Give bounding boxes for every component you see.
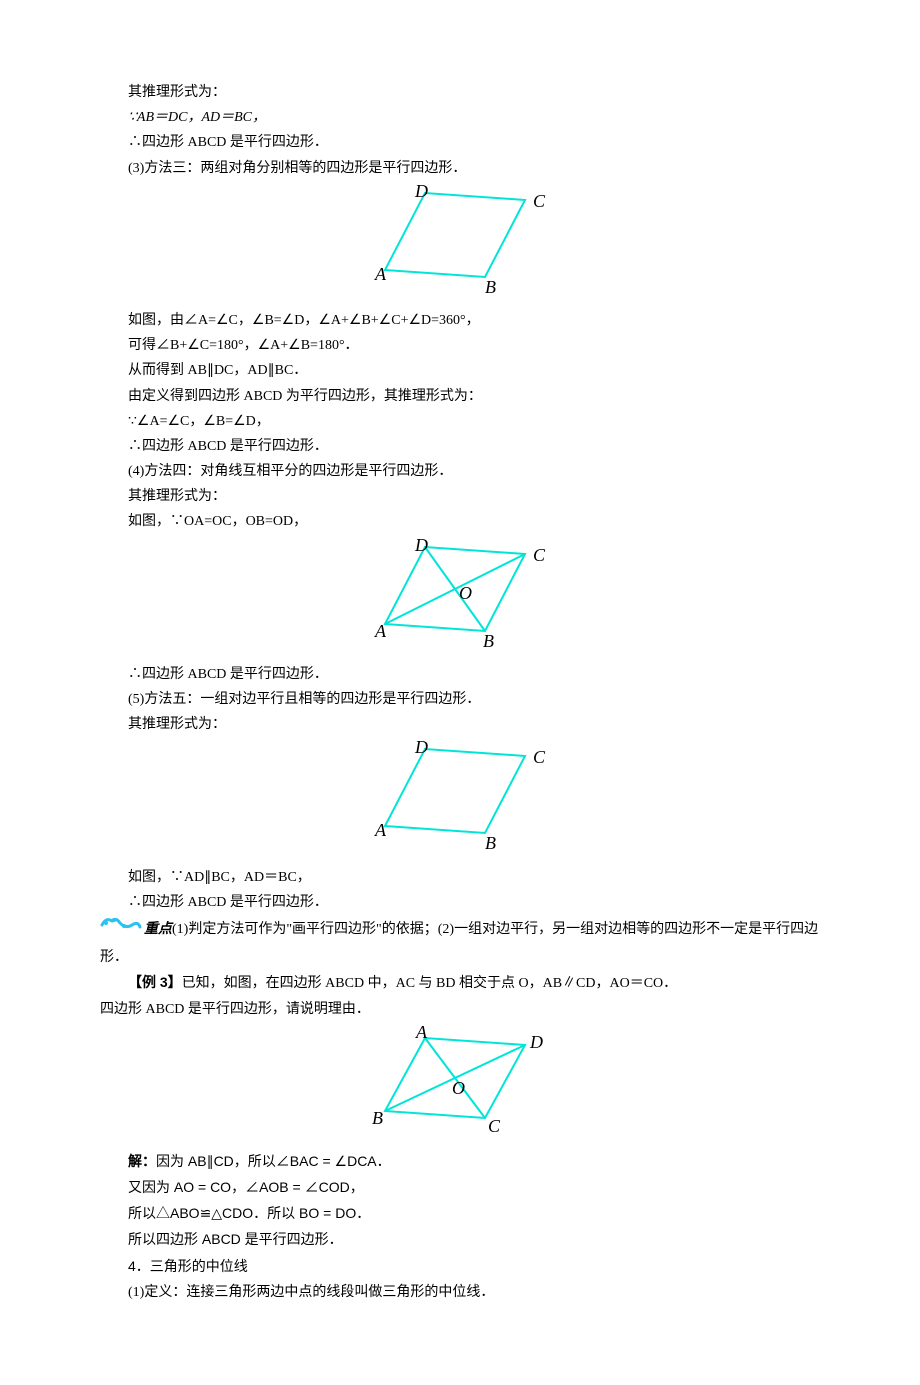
text: 从而得到 AB∥DC，AD∥BC．	[128, 363, 307, 378]
svg-text:D: D	[414, 741, 428, 757]
text-line: ∴四边形 ABCD 是平行四边形．	[100, 434, 820, 459]
solution-label: 解：	[128, 1153, 156, 1169]
solution-line: 又因为 AO = CO，∠AOB = ∠COD，	[100, 1175, 820, 1201]
text: ∴四边形 ABCD 是平行四边形．	[128, 135, 328, 150]
text: ∴四边形 ABCD 是平行四边形．	[128, 895, 328, 910]
text-line: ∵AB＝DC，AD＝BC，	[100, 105, 820, 130]
text-line: 如图，∵OA=OC，OB=OD，	[100, 509, 820, 534]
parallelogram-diagram: A B C D	[355, 741, 565, 851]
text-line: (4)方法四：对角线互相平分的四边形是平行四边形．	[100, 459, 820, 484]
text: (4)方法四：对角线互相平分的四边形是平行四边形．	[128, 464, 452, 479]
example-label: 【例 3】	[128, 974, 182, 990]
svg-text:B: B	[485, 277, 496, 295]
figure-example-parallelogram: A B C D O	[100, 1026, 820, 1145]
parallelogram-diagonals-diagram: A B C D O	[355, 539, 565, 649]
text-line: 其推理形式为：	[100, 80, 820, 105]
svg-text:B: B	[483, 631, 494, 649]
text-line: ∴四边形 ABCD 是平行四边形．	[100, 890, 820, 915]
svg-text:C: C	[533, 545, 546, 565]
solution-text: 又因为 AO = CO，∠AOB = ∠COD，	[128, 1179, 364, 1195]
svg-text:A: A	[374, 820, 387, 840]
figure-parallelogram-1: A B C D	[100, 185, 820, 304]
svg-text:B: B	[372, 1108, 383, 1128]
text: 可得∠B+∠C=180°，∠A+∠B=180°．	[128, 338, 359, 353]
svg-text:C: C	[488, 1116, 501, 1136]
parallelogram-diagram: A B C D	[355, 185, 565, 295]
svg-text:D: D	[414, 539, 428, 555]
text: ∵AB＝DC，AD＝BC，	[128, 110, 266, 125]
solution-text: 因为 AB∥CD，所以∠BAC = ∠DCA．	[156, 1153, 391, 1169]
svg-text:A: A	[374, 621, 387, 641]
example-line: 【例 3】已知，如图，在四边形 ABCD 中，AC 与 BD 相交于点 O，AB…	[100, 970, 820, 996]
text-line: (3)方法三：两组对角分别相等的四边形是平行四边形．	[100, 156, 820, 181]
svg-text:C: C	[533, 191, 546, 211]
text-line: 如图，∵AD∥BC，AD＝BC，	[100, 865, 820, 890]
text: ∴四边形 ABCD 是平行四边形．	[128, 667, 328, 682]
key-point-line: 重点(1)判定方法可作为"画平行四边形"的依据；(2)一组对边平行，另一组对边相…	[100, 915, 820, 970]
text: 如图，由∠A=∠C，∠B=∠D，∠A+∠B+∠C+∠D=360°，	[128, 313, 480, 328]
text: ∴四边形 ABCD 是平行四边形．	[128, 439, 328, 454]
svg-text:C: C	[533, 747, 546, 767]
solution-line: 所以△ABO≌△CDO．所以 BO = DO．	[100, 1201, 820, 1227]
document-body: 其推理形式为： ∵AB＝DC，AD＝BC， ∴四边形 ABCD 是平行四边形． …	[100, 80, 820, 1305]
text-line: ∴四边形 ABCD 是平行四边形．	[100, 130, 820, 155]
text-line: 其推理形式为：	[100, 484, 820, 509]
figure-parallelogram-diagonals: A B C D O	[100, 539, 820, 658]
key-point-text: (1)判定方法可作为"画平行四边形"的依据；(2)	[172, 922, 454, 937]
solution-text: 所以四边形 ABCD 是平行四边形．	[128, 1231, 343, 1247]
text-line: (5)方法五：一组对边平行且相等的四边形是平行四边形．	[100, 687, 820, 712]
solution-text: 所以△ABO≌△CDO．所以 BO = DO．	[128, 1205, 370, 1221]
example-text: 四边形 ABCD 是平行四边形，请说明理由．	[100, 1002, 370, 1017]
solution-line: 所以四边形 ABCD 是平行四边形．	[100, 1227, 820, 1253]
text: 由定义得到四边形 ABCD 为平行四边形，其推理形式为：	[128, 389, 482, 404]
text-line: 从而得到 AB∥DC，AD∥BC．	[100, 358, 820, 383]
svg-text:A: A	[374, 264, 387, 284]
example-line: 四边形 ABCD 是平行四边形，请说明理由．	[100, 997, 820, 1022]
svg-text:O: O	[459, 583, 472, 603]
svg-text:D: D	[414, 185, 428, 201]
text-line: ∴四边形 ABCD 是平行四边形．	[100, 662, 820, 687]
text-line: (1)定义：连接三角形两边中点的线段叫做三角形的中位线．	[100, 1280, 820, 1305]
text: 如图，∵AD∥BC，AD＝BC，	[128, 870, 311, 885]
text: 其推理形式为：	[128, 85, 226, 100]
text: 如图，∵OA=OC，OB=OD，	[128, 514, 307, 529]
text-line: 可得∠B+∠C=180°，∠A+∠B=180°．	[100, 333, 820, 358]
key-point-icon	[100, 915, 142, 944]
text: ∵∠A=∠C，∠B=∠D，	[128, 414, 270, 429]
figure-parallelogram-3: A B C D	[100, 741, 820, 860]
example-text: 已知，如图，在四边形 ABCD 中，AC 与 BD 相交于点 O，AB∥CD，A…	[182, 976, 677, 991]
text: 其推理形式为：	[128, 717, 226, 732]
example-diagram: A B C D O	[360, 1026, 560, 1136]
text-line: 其推理形式为：	[100, 712, 820, 737]
text-line: ∵∠A=∠C，∠B=∠D，	[100, 409, 820, 434]
solution-line: 解：因为 AB∥CD，所以∠BAC = ∠DCA．	[100, 1149, 820, 1175]
key-point-label: 重点	[144, 920, 172, 936]
text: 其推理形式为：	[128, 489, 226, 504]
text-line: 如图，由∠A=∠C，∠B=∠D，∠A+∠B+∠C+∠D=360°，	[100, 308, 820, 333]
svg-text:A: A	[415, 1026, 428, 1042]
text: (1)定义：连接三角形两边中点的线段叫做三角形的中位线．	[128, 1285, 494, 1300]
text: (3)方法三：两组对角分别相等的四边形是平行四边形．	[128, 161, 466, 176]
section-heading: 4．三角形的中位线	[100, 1254, 820, 1280]
section-title: 4．三角形的中位线	[128, 1258, 248, 1274]
text-line: 由定义得到四边形 ABCD 为平行四边形，其推理形式为：	[100, 384, 820, 409]
svg-text:O: O	[452, 1078, 465, 1098]
svg-text:B: B	[485, 833, 496, 851]
text: (5)方法五：一组对边平行且相等的四边形是平行四边形．	[128, 692, 480, 707]
svg-text:D: D	[529, 1032, 543, 1052]
